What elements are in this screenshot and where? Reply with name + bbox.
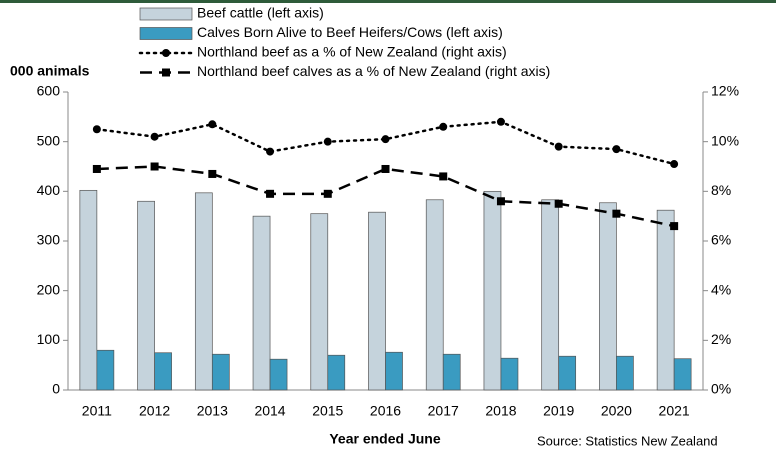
bar <box>368 211 386 391</box>
bar <box>558 355 577 391</box>
y2-tick-label: 2% <box>711 331 731 347</box>
y-tick-label: 500 <box>37 132 61 148</box>
line-marker <box>439 122 448 131</box>
x-tick-label: 2020 <box>601 403 632 419</box>
line-marker <box>670 160 679 169</box>
bar <box>500 357 519 391</box>
line-marker <box>612 209 621 218</box>
bar <box>656 209 675 391</box>
bar <box>673 358 692 391</box>
x-tick-label: 2011 <box>82 403 112 419</box>
line-marker <box>670 222 679 231</box>
y-tick-label: 400 <box>37 182 61 198</box>
x-tick-label: 2015 <box>312 403 343 419</box>
bar <box>137 200 155 391</box>
line-marker <box>92 164 101 173</box>
line-marker <box>323 189 332 198</box>
y-axis-label: 000 animals <box>10 63 90 79</box>
bar <box>541 199 560 391</box>
bar <box>616 355 634 391</box>
y2-tick-label: 6% <box>711 232 731 248</box>
y-tick-label: 200 <box>37 281 61 297</box>
legend-label: Northland beef as a % of New Zealand (ri… <box>197 44 507 60</box>
line-marker <box>439 172 448 181</box>
y-tick-label: 600 <box>37 83 61 99</box>
x-tick-label: 2012 <box>139 403 170 419</box>
bar <box>310 213 329 391</box>
y-tick-label: 300 <box>37 232 61 248</box>
y2-tick-label: 12% <box>711 83 739 99</box>
y-tick-label: 100 <box>37 331 61 347</box>
legend-label: Beef cattle (left axis) <box>197 5 324 21</box>
legend-marker <box>162 49 170 57</box>
line-marker <box>612 145 621 154</box>
x-tick-label: 2017 <box>428 403 459 419</box>
line <box>96 165 675 228</box>
line-marker <box>554 199 563 208</box>
legend-swatch <box>139 27 193 40</box>
y2-tick-label: 8% <box>711 182 731 198</box>
line-marker <box>381 135 390 144</box>
bar <box>96 349 115 391</box>
line-marker <box>266 147 275 156</box>
y-tick-label: 0 <box>52 381 60 397</box>
line-marker <box>496 197 505 206</box>
x-tick-label: 2013 <box>197 403 228 419</box>
line-marker <box>554 142 563 151</box>
line-marker <box>381 164 390 173</box>
y2-tick-label: 10% <box>711 132 739 148</box>
x-tick-label: 2021 <box>659 403 690 419</box>
x-tick-label: 2018 <box>485 403 516 419</box>
bar <box>154 352 172 391</box>
bar <box>269 358 288 391</box>
legend-label: Northland beef calves as a % of New Zeal… <box>197 63 550 79</box>
bar <box>252 215 271 391</box>
line-marker <box>496 117 505 126</box>
line-marker <box>208 120 217 129</box>
line <box>95 120 676 166</box>
bar <box>599 202 617 391</box>
line-marker <box>92 125 101 134</box>
legend-marker <box>162 68 170 77</box>
bar <box>211 353 230 391</box>
line-marker <box>266 189 275 198</box>
line-marker <box>323 137 332 146</box>
line-marker <box>150 132 159 141</box>
x-axis-label: Year ended June <box>329 431 440 447</box>
bar <box>425 199 444 391</box>
line-marker <box>150 162 159 171</box>
bar <box>385 351 403 391</box>
bar <box>194 192 213 391</box>
bar <box>327 354 346 391</box>
x-tick-label: 2014 <box>254 403 285 419</box>
source: Source: Statistics New Zealand <box>537 433 718 448</box>
legend-swatch <box>139 7 193 21</box>
bar <box>483 190 502 391</box>
legend-label: Calves Born Alive to Beef Heifers/Cows (… <box>197 24 503 40</box>
y2-tick-label: 4% <box>711 281 731 297</box>
bar <box>442 353 461 391</box>
x-tick-label: 2019 <box>543 403 574 419</box>
line-marker <box>208 169 217 178</box>
y2-tick-label: 0% <box>711 381 731 397</box>
x-tick-label: 2016 <box>370 403 401 419</box>
bar <box>79 189 98 391</box>
